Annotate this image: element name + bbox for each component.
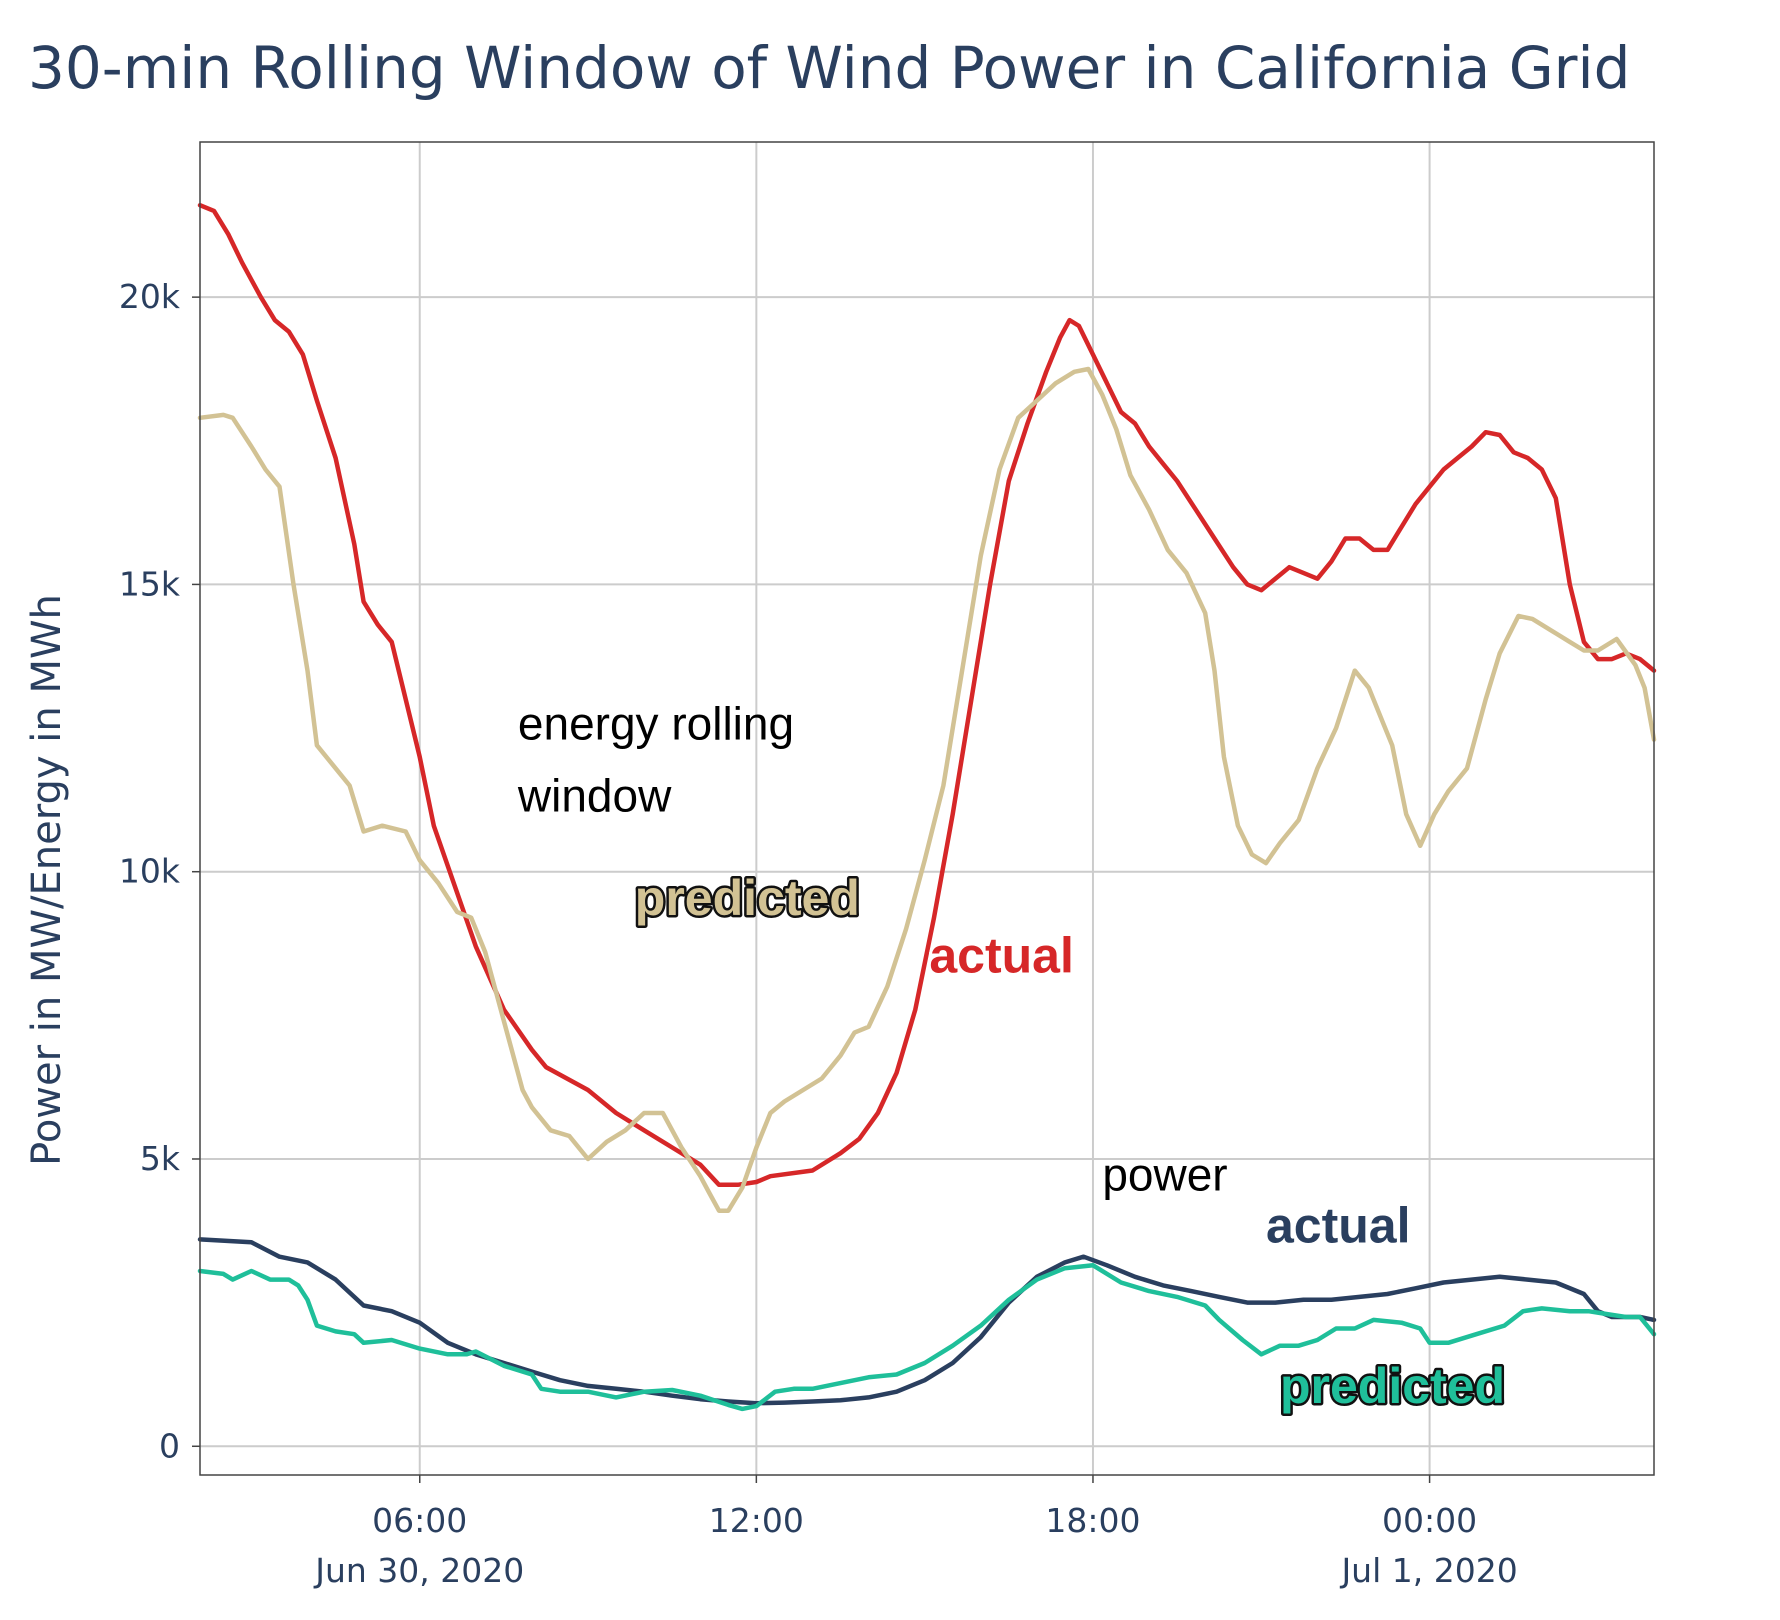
annotation-power-actual: actual [1266, 1197, 1411, 1253]
plot-border [199, 141, 1655, 1476]
power-predicted-line [197, 1263, 1657, 1412]
y-tick-label: 20k [119, 277, 181, 316]
plot-area [200, 142, 1654, 1475]
y-axis-label: Power in MW/Energy in MWh [24, 594, 70, 1166]
annotations: energy rolling window predicted actual power… [517, 698, 1508, 1417]
annotation-power: power [1102, 1149, 1227, 1201]
energy-actual-line [197, 202, 1657, 1188]
annotation-energy-rolling: energy rolling [518, 698, 794, 750]
x-tick-label: 12:00 [709, 1501, 804, 1540]
x-tick-label: 18:00 [1045, 1501, 1140, 1540]
x-tick-date-label: Jul 1, 2020 [1339, 1551, 1517, 1590]
x-tick-date-label: Jun 30, 2020 [313, 1551, 524, 1590]
y-tick-label: 10k [119, 852, 181, 891]
x-tick-label: 00:00 [1382, 1501, 1477, 1540]
annotation-power-predicted: predicted [1280, 1358, 1505, 1414]
annotation-window: window [517, 769, 672, 821]
y-tick-label: 0 [159, 1426, 180, 1465]
y-tick-label: 5k [140, 1139, 181, 1178]
chart-title: 30-min Rolling Window of Wind Power in C… [28, 34, 1630, 102]
axis-ticks: 0 5k 10k 15k 20k 06:00 Jun 30, 2020 12:00 18:00 0… [119, 277, 1518, 1590]
annotation-energy-actual: actual [929, 927, 1074, 983]
x-tick-label: 06:00 [372, 1501, 467, 1540]
annotation-energy-predicted: predicted [635, 870, 860, 926]
gridlines [200, 142, 1654, 1475]
energy-predicted-line [197, 366, 1657, 1213]
y-tick-label: 15k [119, 564, 181, 603]
series-lines [197, 202, 1657, 1412]
